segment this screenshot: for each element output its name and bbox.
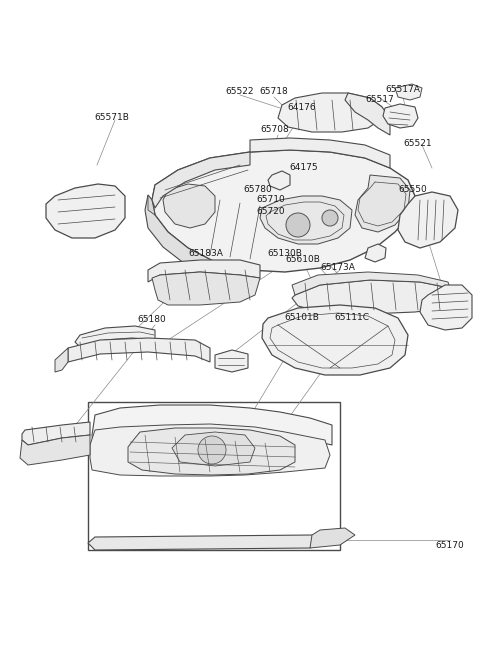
- Polygon shape: [292, 280, 455, 314]
- Polygon shape: [148, 195, 155, 215]
- Text: 65718: 65718: [260, 88, 288, 96]
- Polygon shape: [215, 350, 248, 372]
- Text: 65780: 65780: [244, 185, 272, 195]
- Polygon shape: [88, 535, 320, 550]
- Circle shape: [322, 210, 338, 226]
- Text: 65720: 65720: [257, 208, 285, 217]
- Text: 65571B: 65571B: [95, 113, 130, 122]
- Polygon shape: [345, 93, 390, 135]
- Text: 65522: 65522: [226, 88, 254, 96]
- Text: 65111C: 65111C: [335, 314, 370, 322]
- Polygon shape: [278, 93, 382, 132]
- Polygon shape: [268, 171, 290, 190]
- Polygon shape: [260, 196, 352, 244]
- Polygon shape: [365, 244, 386, 262]
- Polygon shape: [420, 285, 472, 330]
- Circle shape: [198, 436, 226, 464]
- Text: 65610B: 65610B: [286, 255, 321, 265]
- Text: 64176: 64176: [288, 103, 316, 113]
- Circle shape: [286, 213, 310, 237]
- Polygon shape: [355, 175, 410, 232]
- Text: 65101B: 65101B: [285, 314, 319, 322]
- Text: 65517: 65517: [366, 96, 395, 105]
- Polygon shape: [46, 184, 125, 238]
- Text: 64175: 64175: [290, 164, 318, 172]
- Text: 65130B: 65130B: [267, 250, 302, 259]
- Text: 65180: 65180: [138, 316, 167, 324]
- Polygon shape: [55, 348, 68, 372]
- Polygon shape: [398, 192, 458, 248]
- Text: 65183A: 65183A: [189, 250, 223, 259]
- Polygon shape: [163, 184, 215, 228]
- Polygon shape: [88, 402, 340, 550]
- Polygon shape: [145, 195, 248, 285]
- Polygon shape: [22, 422, 90, 445]
- Polygon shape: [172, 432, 255, 466]
- Polygon shape: [20, 435, 90, 465]
- Polygon shape: [152, 150, 415, 272]
- Polygon shape: [383, 104, 418, 128]
- Polygon shape: [250, 138, 390, 168]
- Text: 65170: 65170: [436, 540, 464, 550]
- Polygon shape: [90, 424, 330, 476]
- Polygon shape: [152, 272, 260, 305]
- Polygon shape: [310, 528, 355, 548]
- Polygon shape: [148, 260, 260, 282]
- Polygon shape: [152, 152, 250, 208]
- Polygon shape: [395, 84, 422, 100]
- Polygon shape: [128, 428, 295, 475]
- Polygon shape: [292, 272, 450, 295]
- Text: 65710: 65710: [257, 195, 286, 204]
- Polygon shape: [75, 326, 155, 347]
- Polygon shape: [68, 338, 210, 362]
- Text: 65550: 65550: [398, 185, 427, 195]
- Text: 65517A: 65517A: [385, 86, 420, 94]
- Polygon shape: [92, 405, 332, 445]
- Text: 65173A: 65173A: [321, 263, 355, 272]
- Polygon shape: [262, 305, 408, 375]
- Text: 65521: 65521: [404, 138, 432, 147]
- Text: 65708: 65708: [261, 126, 289, 134]
